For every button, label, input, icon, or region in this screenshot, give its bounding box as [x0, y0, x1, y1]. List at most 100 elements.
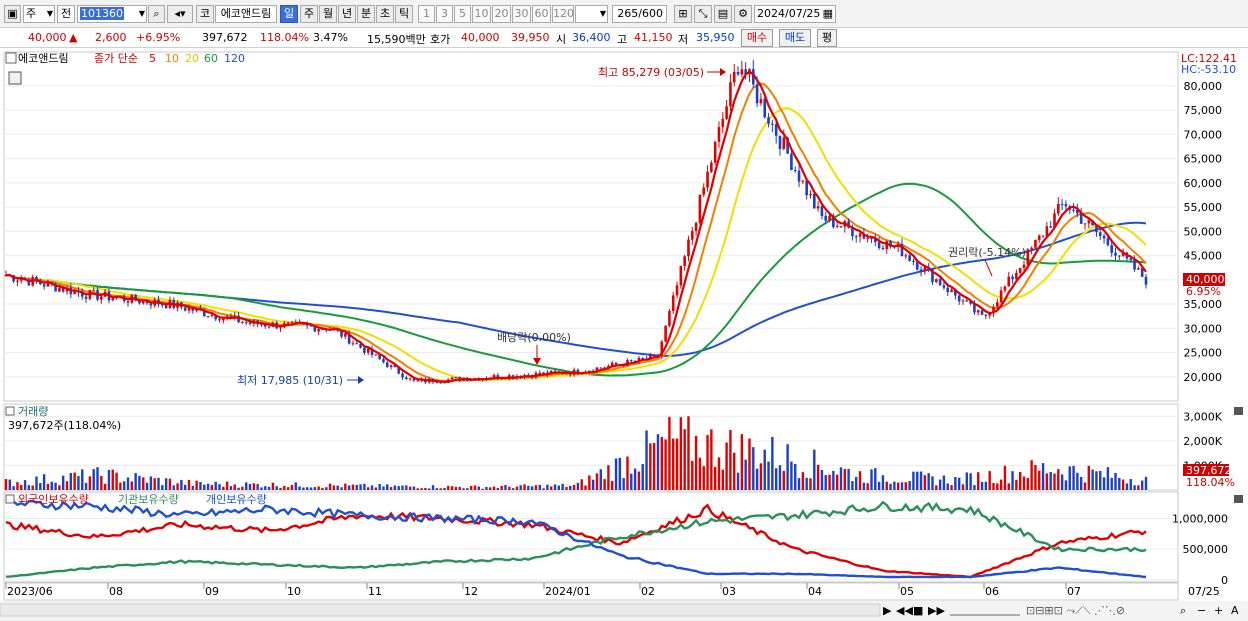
count-input[interactable]: 265/600 — [612, 5, 667, 23]
stock-name[interactable]: 에코앤드림 — [215, 5, 277, 23]
holding-lines — [5, 500, 1147, 579]
price-panel: 80,000 75,000 70,000 65,000 60,000 55,000 50,0… — [3, 51, 1237, 402]
period-tick[interactable]: 틱 — [395, 5, 413, 23]
candle-body — [401, 373, 404, 378]
num-1[interactable]: 1 — [418, 5, 435, 23]
volume-bar — [359, 484, 362, 490]
period-day[interactable]: 일 — [280, 5, 298, 23]
search-icon[interactable]: ⌕ — [1180, 604, 1186, 617]
stock-name-label: 에코앤드림 — [18, 52, 69, 65]
indicator-icon[interactable]: ⤡ — [694, 5, 712, 23]
candle-body — [835, 226, 839, 228]
candle-body — [946, 287, 950, 293]
volume-bar — [203, 484, 206, 490]
save-icon[interactable]: ▤ — [714, 5, 732, 23]
num-30[interactable]: 30 — [512, 5, 531, 23]
volume-bar — [290, 484, 294, 490]
candle-body — [690, 231, 694, 240]
candle-body — [671, 295, 675, 311]
horizontal-scrollbar[interactable] — [0, 603, 881, 617]
volume-bar — [1038, 470, 1041, 490]
volume-bar — [580, 479, 583, 490]
forward-icon[interactable]: ▶▶ — [928, 604, 945, 617]
volume-bar — [626, 456, 629, 490]
zoom-in-icon[interactable]: + — [1214, 604, 1223, 617]
period-month[interactable]: 월 — [319, 5, 337, 23]
font-size-icon[interactable]: A — [1231, 604, 1239, 617]
candle-body — [416, 380, 420, 382]
window-icon[interactable]: ▣ — [4, 5, 21, 23]
volume-bar — [1129, 479, 1132, 490]
volume-bar — [222, 486, 225, 490]
date-input[interactable]: 2024/07/25 ▦ — [754, 5, 836, 23]
period-year[interactable]: 년 — [338, 5, 356, 23]
price-tick-label: 20,000 — [1184, 371, 1223, 384]
prev-button[interactable]: 전 — [57, 5, 75, 23]
volume-bar — [855, 477, 858, 490]
volume-bar — [321, 487, 324, 490]
volume-bar — [946, 483, 949, 490]
volume-bar — [511, 488, 515, 490]
period-minute[interactable]: 분 — [357, 5, 375, 23]
volume-bar — [397, 486, 400, 490]
volume-bar — [805, 477, 808, 490]
zoom-out-icon[interactable]: − — [1197, 604, 1206, 617]
num-10[interactable]: 10 — [472, 5, 491, 23]
sell-button[interactable]: 매도 — [779, 29, 811, 47]
volume-bar — [801, 472, 805, 490]
rewind-icon[interactable]: ◀◀ — [896, 604, 913, 617]
volume-bar — [896, 482, 900, 490]
buy-button[interactable]: 매수 — [741, 29, 773, 47]
num-60[interactable]: 60 — [532, 5, 551, 23]
type-select[interactable]: 주 ▼ — [23, 5, 55, 23]
candle-body — [683, 256, 686, 267]
speaker-icon[interactable]: ◂▾ — [167, 5, 193, 23]
scroll-right-icon[interactable]: ▶ — [883, 604, 892, 617]
candle-body — [809, 193, 812, 196]
holding-tick-label: 1,000,000 — [1172, 512, 1228, 525]
volume-bar — [241, 486, 244, 490]
close-icon[interactable] — [1234, 495, 1243, 503]
volume-bar — [88, 476, 92, 490]
volume-bar — [916, 471, 919, 490]
volume-bar — [645, 430, 648, 490]
period-select[interactable]: ▼ — [575, 5, 608, 23]
volume-bar — [210, 485, 214, 490]
eval-button[interactable]: 평 — [817, 29, 837, 47]
grid-toggle-icon[interactable] — [8, 71, 22, 85]
calendar-icon[interactable]: ▦ — [822, 7, 833, 20]
panel-menu-icon[interactable] — [5, 52, 17, 64]
close-icon[interactable] — [1234, 407, 1243, 415]
price-tick-label: 70,000 — [1184, 128, 1223, 141]
candle-body — [100, 296, 103, 300]
candle-body — [340, 330, 343, 337]
panel-menu-icon[interactable] — [5, 494, 15, 504]
period-second[interactable]: 초 — [376, 5, 394, 23]
candle-body — [366, 348, 370, 353]
tool-icons[interactable]: ⊡⊟⊞⊡ ⤳⟋⟍ ⋰⋱⊘ — [1026, 604, 1125, 617]
stop-icon[interactable]: ■ — [913, 604, 923, 617]
volume-bar — [485, 487, 488, 490]
num-20[interactable]: 20 — [492, 5, 511, 23]
period-week[interactable]: 주 — [300, 5, 318, 23]
volume-bar — [420, 488, 423, 490]
panel-menu-icon[interactable] — [5, 406, 15, 416]
num-5[interactable]: 5 — [454, 5, 471, 23]
candle-body — [378, 354, 381, 360]
rights-annotation: 권리락(-5.14%) — [948, 246, 1026, 259]
code-input[interactable]: 101360 ▼ — [77, 5, 147, 23]
volume-bar — [58, 485, 61, 490]
candle-body — [286, 322, 290, 324]
chart-tool-icon[interactable]: ⊞ — [674, 5, 692, 23]
code-tag[interactable]: 코 — [196, 5, 214, 23]
volume-bar — [961, 484, 965, 490]
candle-body — [763, 98, 767, 118]
gear-icon[interactable]: ⚙ — [734, 5, 752, 23]
open-label: 시 — [556, 33, 567, 46]
volume-bar — [999, 479, 1003, 490]
num-120[interactable]: 120 — [552, 5, 574, 23]
volume-bar — [691, 460, 694, 490]
date-value: 2024/07/25 — [757, 7, 821, 20]
num-3[interactable]: 3 — [436, 5, 453, 23]
search-icon[interactable]: ⌕ — [148, 5, 165, 23]
